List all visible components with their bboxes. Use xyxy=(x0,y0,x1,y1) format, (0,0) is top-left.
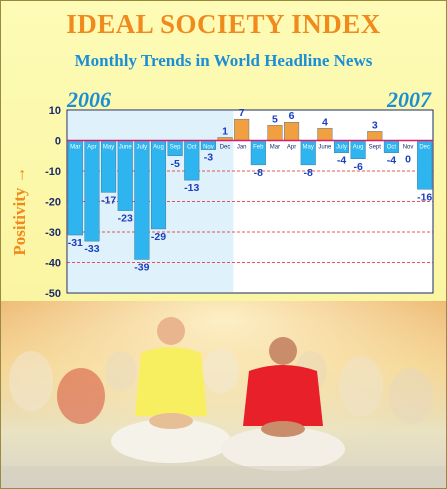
data-label: -3 xyxy=(204,152,213,164)
data-label: 5 xyxy=(272,113,278,125)
data-label: 7 xyxy=(239,107,245,119)
bar xyxy=(67,140,83,236)
bar xyxy=(267,125,283,141)
x-tick-label: Aug xyxy=(153,145,164,151)
x-tick-label: Nov xyxy=(203,145,214,151)
x-tick-label: July xyxy=(336,145,347,151)
year-label-end: 2007 xyxy=(387,87,431,112)
x-tick-label: Mar xyxy=(70,145,80,151)
data-label: -16 xyxy=(417,191,432,203)
x-tick-label: Mar xyxy=(270,145,280,151)
bar xyxy=(284,121,300,141)
x-tick-label: July xyxy=(137,145,148,151)
x-tick-label: Nov xyxy=(403,145,414,151)
x-tick-label: May xyxy=(103,145,114,151)
data-label: -39 xyxy=(134,261,149,273)
x-tick-label: Jan xyxy=(237,145,247,151)
data-label: 0 xyxy=(405,154,411,166)
data-label: -8 xyxy=(304,167,313,179)
y-tick-label: -30 xyxy=(45,227,61,239)
x-tick-label: Oct xyxy=(187,145,197,151)
group-meditation-photo xyxy=(1,301,446,488)
data-label: -8 xyxy=(254,167,263,179)
x-tick-label: Oct xyxy=(387,145,397,151)
data-label: -13 xyxy=(184,182,199,194)
chart-subtitle: Monthly Trends in World Headline News xyxy=(74,51,373,70)
x-tick-label: Dec xyxy=(419,145,430,151)
data-label: 3 xyxy=(372,119,378,131)
data-label: -4 xyxy=(387,155,396,167)
data-label: -4 xyxy=(337,155,346,167)
y-tick-label: 10 xyxy=(49,105,61,117)
data-label: -31 xyxy=(68,237,83,249)
x-tick-label: Sep xyxy=(170,145,181,151)
bar xyxy=(84,140,100,242)
x-tick-label: Apr xyxy=(287,145,296,151)
data-label: -33 xyxy=(84,243,99,255)
data-label: -23 xyxy=(118,213,133,225)
data-label: 6 xyxy=(289,110,295,122)
data-label: 1 xyxy=(222,125,228,137)
bar xyxy=(117,140,133,211)
y-tick-label: -10 xyxy=(45,166,61,178)
bar xyxy=(317,128,333,141)
x-tick-label: Apr xyxy=(87,145,96,151)
data-label: -5 xyxy=(170,158,179,170)
data-label: -6 xyxy=(353,161,362,173)
x-tick-label: May xyxy=(303,145,314,151)
bar xyxy=(234,118,250,141)
x-tick-label: Dec xyxy=(220,145,231,151)
x-tick-label: Feb xyxy=(253,145,264,151)
bar xyxy=(134,140,150,260)
bar xyxy=(150,140,167,230)
x-tick-label: Sept xyxy=(369,145,382,151)
y-tick-label: -20 xyxy=(45,197,61,209)
chart-title: IDEAL SOCIETY INDEX xyxy=(66,9,381,39)
y-tick-label: 0 xyxy=(55,136,61,148)
x-tick-label: June xyxy=(318,145,332,151)
data-label: 4 xyxy=(322,116,328,128)
bar xyxy=(367,131,383,141)
year-label-start: 2006 xyxy=(67,87,111,112)
x-tick-label: June xyxy=(119,145,133,151)
group-meditation-photo-icon xyxy=(1,301,446,488)
bar-chart: 100-10-20-30-40-50-31Mar-33Apr-17May-23J… xyxy=(45,105,434,300)
data-label: -29 xyxy=(151,231,166,243)
x-tick-label: Aug xyxy=(353,145,364,151)
data-label: -17 xyxy=(101,194,116,206)
y-tick-label: -50 xyxy=(45,288,61,300)
y-tick-label: -40 xyxy=(45,258,61,270)
